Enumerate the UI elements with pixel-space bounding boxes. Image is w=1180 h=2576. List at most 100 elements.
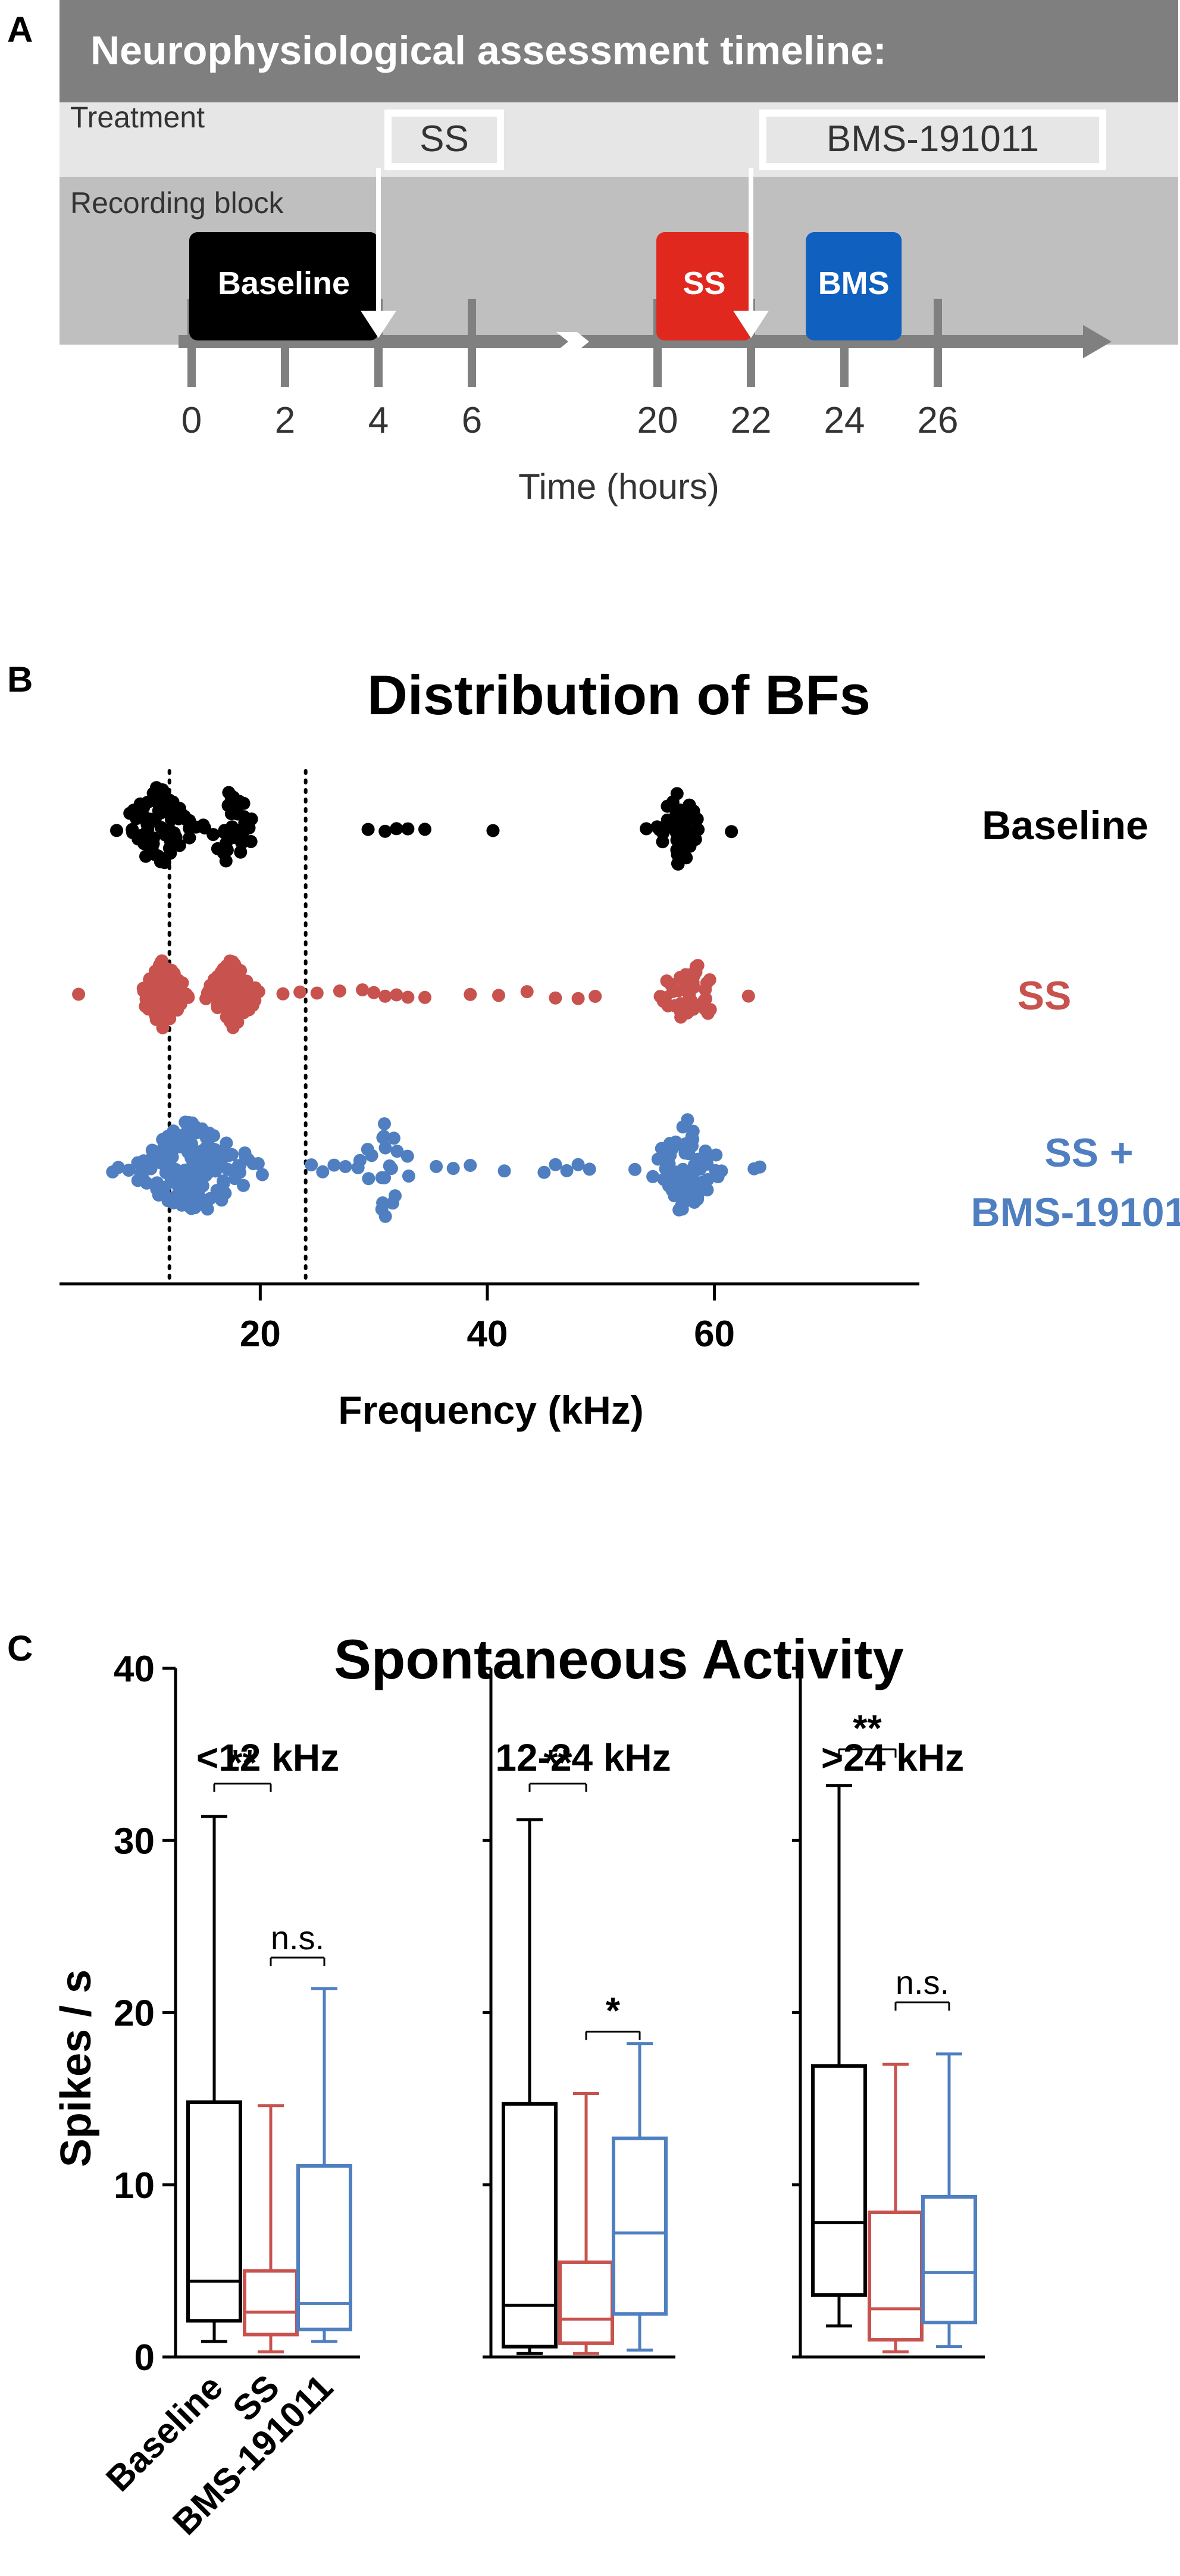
bf-point-ss xyxy=(492,989,505,1002)
timeline-tick-label: 6 xyxy=(462,400,482,441)
bf-point-baseline xyxy=(154,806,167,820)
bf-point-bms xyxy=(192,1193,205,1206)
bf-point-bms xyxy=(676,1120,690,1134)
bf-point-bms xyxy=(753,1160,766,1174)
bf-point-ss xyxy=(418,990,431,1004)
recording-block-ss xyxy=(656,232,752,340)
bf-point-bms xyxy=(700,1183,714,1197)
bf-point-baseline xyxy=(154,791,167,805)
x-tick-label-b: 20 xyxy=(240,1314,281,1355)
bf-point-ss xyxy=(661,999,675,1012)
bf-point-bms xyxy=(111,1161,125,1174)
bf-point-bms xyxy=(190,1169,204,1183)
bf-point-baseline xyxy=(183,831,196,845)
bf-point-bms xyxy=(378,1171,392,1184)
bf-point-ss xyxy=(310,986,324,1000)
bf-point-ss xyxy=(247,985,261,999)
x-tick-label-b: 40 xyxy=(467,1314,508,1355)
bf-point-bms xyxy=(181,1163,195,1177)
bf-point-bms xyxy=(305,1158,318,1172)
legend-label-baseline: Baseline xyxy=(982,803,1148,848)
significance-label: ** xyxy=(543,1743,572,1784)
bf-point-ss xyxy=(741,989,755,1003)
treatment-box-border xyxy=(762,112,1104,168)
bf-point-bms xyxy=(327,1158,341,1172)
bf-point-bms xyxy=(446,1162,460,1176)
bf-point-ss xyxy=(549,991,562,1005)
bf-point-bms xyxy=(230,1167,243,1181)
bf-point-ss xyxy=(367,986,381,999)
bf-point-baseline xyxy=(486,824,500,837)
bf-point-baseline xyxy=(401,822,415,836)
treatment-label-ss: SS xyxy=(420,118,469,160)
bf-point-bms xyxy=(161,1164,175,1177)
bf-point-baseline xyxy=(130,812,143,826)
bf-point-bms xyxy=(655,1142,668,1155)
legend-label-bms-line2: BMS-191011 xyxy=(971,1190,1180,1235)
bf-point-baseline xyxy=(361,823,375,836)
bf-point-baseline xyxy=(670,787,684,801)
panel-b-bf-distribution: B Distribution of BFs 20 40 60 Baseline SS… xyxy=(7,659,1180,1432)
bf-point-ss xyxy=(211,970,224,983)
bf-point-baseline xyxy=(671,857,685,871)
bf-point-bms xyxy=(170,1189,183,1203)
bf-point-bms xyxy=(167,1124,180,1138)
box-bms xyxy=(296,2164,352,2331)
significance-label: n.s. xyxy=(896,1964,949,2001)
bf-point-bms xyxy=(400,1149,414,1163)
x-tick-label-b: 60 xyxy=(694,1314,735,1355)
bf-point-bms xyxy=(156,1133,170,1146)
box-ss xyxy=(558,2260,614,2345)
bf-point-bms xyxy=(179,1115,192,1129)
bf-point-bms xyxy=(678,1139,692,1152)
bf-point-ss xyxy=(589,990,602,1003)
bf-point-bms xyxy=(204,1192,217,1205)
bf-point-bms xyxy=(583,1162,596,1176)
bf-point-baseline xyxy=(653,823,666,836)
bf-point-ss xyxy=(151,964,165,978)
bf-point-baseline xyxy=(234,845,248,859)
timeline-axis-arrowhead xyxy=(1083,325,1112,358)
bf-point-bms xyxy=(662,1170,675,1184)
bf-point-ss xyxy=(169,974,183,988)
bf-point-bms xyxy=(549,1158,562,1171)
bf-point-bms xyxy=(560,1164,574,1177)
y-axis-title-c: Spikes / s xyxy=(52,1969,100,2167)
bf-point-bms xyxy=(202,1146,215,1159)
bf-point-baseline xyxy=(378,824,392,838)
bf-point-ss xyxy=(464,987,477,1001)
bf-point-ss xyxy=(72,987,86,1001)
panel-b-letter: B xyxy=(7,659,33,699)
bf-point-ss xyxy=(223,984,236,998)
bf-point-baseline xyxy=(217,826,231,839)
bf-point-bms xyxy=(122,1164,136,1177)
bf-point-ss xyxy=(401,990,415,1004)
bf-point-bms xyxy=(390,1145,404,1158)
bf-point-baseline xyxy=(681,812,694,826)
bf-point-baseline xyxy=(244,834,258,848)
bf-point-ss xyxy=(687,969,700,983)
y-tick-label-c: 40 xyxy=(114,1649,155,1690)
bf-point-ss xyxy=(685,995,699,1008)
bf-point-bms xyxy=(464,1159,477,1172)
bf-point-bms xyxy=(497,1164,511,1178)
treatment-label: Treatment xyxy=(70,101,205,134)
bf-point-ss xyxy=(390,988,403,1002)
chart-title-c: Spontaneous Activity xyxy=(334,1628,904,1690)
significance-label: ** xyxy=(853,1708,882,1749)
y-tick-label-c: 30 xyxy=(114,1821,155,1862)
axis-break-marker xyxy=(556,332,589,351)
bf-point-bms xyxy=(222,1149,236,1162)
bf-point-baseline xyxy=(141,823,155,836)
bf-point-ss xyxy=(571,992,585,1005)
timeline-title: Neurophysiological assessment timeline: xyxy=(90,28,887,73)
bf-point-bms xyxy=(246,1157,260,1171)
y-tick-label-c: 10 xyxy=(114,2165,155,2206)
significance-label: * xyxy=(606,1990,621,2031)
recording-block-bms xyxy=(806,232,902,340)
bf-point-ss xyxy=(156,1001,170,1014)
bf-point-bms xyxy=(217,1177,230,1190)
bf-point-bms xyxy=(183,1200,196,1214)
bf-point-baseline xyxy=(669,825,683,839)
recording-block-label: BMS xyxy=(818,265,890,301)
